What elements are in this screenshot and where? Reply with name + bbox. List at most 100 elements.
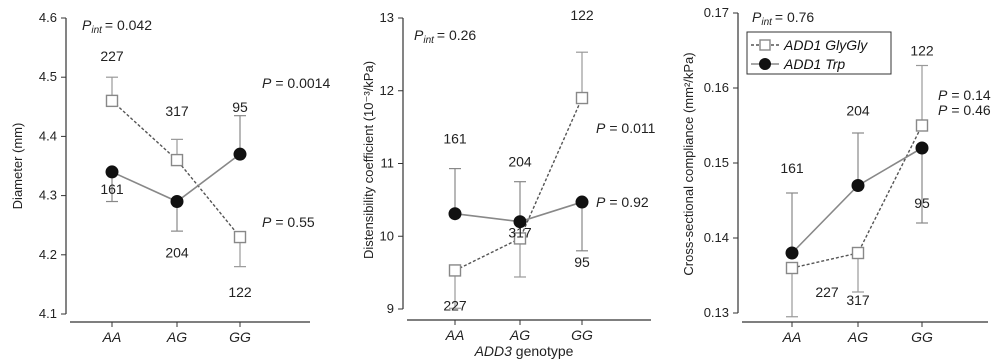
data-point-glygly xyxy=(170,153,184,167)
y-tick-label: 0.17 xyxy=(704,5,729,20)
plot-area: 227 317 122 161 204 95 P = 0.14P = 0.46 xyxy=(780,43,991,318)
y-axis-label: Diameter (mm) xyxy=(10,123,25,210)
y-tick-label: 4.4 xyxy=(39,128,57,143)
data-point-glygly xyxy=(915,119,929,132)
y-axis-label: Distensibility coefficient (10⁻³/kPa) xyxy=(361,61,376,259)
data-point-glygly xyxy=(851,246,865,260)
y-tick-label: 4.1 xyxy=(39,306,57,321)
plot-area: 227 317 122 161 204 95 P = 0.011 P = 0.92 xyxy=(443,7,655,313)
data-point-glygly xyxy=(233,230,247,244)
data-point-glygly xyxy=(448,264,462,277)
p-letter: P xyxy=(82,17,92,33)
legend-entry-glygly: ADD1 GlyGly xyxy=(783,37,868,53)
x-tick-label-ag: AG xyxy=(509,327,530,343)
p-letter: P xyxy=(752,9,762,25)
p-value-label: P = 0.14 xyxy=(938,87,991,103)
data-point-trp xyxy=(851,179,865,192)
p-int-subscript: int xyxy=(91,25,103,36)
data-point-glygly xyxy=(785,261,799,275)
y-tick-label: 12 xyxy=(380,83,394,98)
sample-size-label: 122 xyxy=(228,284,252,300)
x-tick-label-gg: GG xyxy=(911,329,933,345)
data-point-glygly xyxy=(105,94,119,108)
series-line-glygly xyxy=(791,125,923,269)
p-int-value: = 0.042 xyxy=(105,17,152,33)
p-value-label: P = 0.46 xyxy=(938,102,991,118)
x-axis-label-gene: ADD3 xyxy=(474,343,513,359)
y-tick-label: 0.13 xyxy=(704,305,729,320)
sample-size-label: 161 xyxy=(780,160,804,176)
sample-size-label: 204 xyxy=(165,245,189,261)
data-point-trp xyxy=(513,215,527,229)
p-value-label: P = 0.92 xyxy=(596,194,649,210)
p-value-label: P = 0.0014 xyxy=(262,75,330,91)
y-tick-label: 4.2 xyxy=(39,247,57,262)
sample-size-label: 204 xyxy=(846,103,870,119)
y-tick-label: 9 xyxy=(387,301,394,316)
panel-compliance: 0.13 0.14 0.15 0.16 0.17 AA AG GG Cross-sectio… xyxy=(681,5,991,345)
sample-size-label: 95 xyxy=(232,99,248,115)
sample-size-label: 95 xyxy=(574,254,590,270)
sample-size-label: 227 xyxy=(443,297,467,313)
y-tick-label: 0.15 xyxy=(704,155,729,170)
x-ticks: AA AG GG xyxy=(782,322,933,345)
p-int-value: = 0.76 xyxy=(775,9,815,25)
p-int-subscript: int xyxy=(761,17,773,28)
plot-area: 227 317 122 161 204 95 P = 0.55 P = 0.0014 xyxy=(100,48,330,300)
data-point-trp xyxy=(785,246,799,260)
y-tick-label: 0.16 xyxy=(704,80,729,95)
p-value-label: P = 0.011 xyxy=(596,120,656,136)
sample-size-label: 161 xyxy=(100,181,124,197)
data-point-glygly xyxy=(513,232,527,245)
data-point-glygly xyxy=(575,91,589,105)
legend-entry-trp: ADD1 Trp xyxy=(783,56,845,72)
x-tick-label-ag: AG xyxy=(166,329,187,345)
x-ticks: AA AG GG xyxy=(102,322,251,345)
data-point-trp xyxy=(233,147,247,161)
p-value-label: P = 0.55 xyxy=(262,214,315,230)
x-tick-label-gg: GG xyxy=(571,327,593,343)
x-tick-label-ag: AG xyxy=(847,329,868,345)
data-point-trp xyxy=(448,207,462,221)
x-tick-label-gg: GG xyxy=(229,329,251,345)
sample-size-label: 122 xyxy=(910,43,934,59)
p-letter: P xyxy=(414,27,424,43)
sample-size-label: 317 xyxy=(508,224,532,240)
y-tick-label: 0.14 xyxy=(704,230,729,245)
x-tick-label-aa: AA xyxy=(782,329,802,345)
y-tick-label: 13 xyxy=(380,10,394,25)
legend-marker-trp xyxy=(759,58,771,70)
sample-size-label: 122 xyxy=(570,7,594,23)
data-point-trp xyxy=(170,195,184,209)
legend-marker-glygly xyxy=(759,39,771,51)
sample-size-label: 317 xyxy=(165,103,189,119)
y-tick-label: 4.3 xyxy=(39,188,57,203)
sample-size-label: 227 xyxy=(815,284,839,300)
p-int-label: Pint = 0.76 xyxy=(752,9,814,28)
p-int-subscript: int xyxy=(423,35,435,46)
y-tick-label: 10 xyxy=(380,228,394,243)
legend-box xyxy=(746,31,892,75)
sample-size-label: 161 xyxy=(443,131,467,147)
y-tick-label: 11 xyxy=(381,156,395,171)
y-ticks: 9 10 11 12 13 xyxy=(380,10,403,316)
legend: ADD1 GlyGly ADD1 Trp xyxy=(746,31,892,75)
sample-size-label: 227 xyxy=(100,48,124,64)
x-tick-label-aa: AA xyxy=(102,329,122,345)
y-ticks: 0.13 0.14 0.15 0.16 0.17 xyxy=(704,5,738,320)
data-point-trp xyxy=(915,141,929,155)
x-ticks: AA AG GG xyxy=(445,320,593,343)
p-int-label: Pint = 0.26 xyxy=(414,27,476,46)
y-axis-label: Cross-sectional compliance (mm²/kPa) xyxy=(681,52,696,275)
y-tick-label: 4.6 xyxy=(39,10,57,25)
sample-size-label: 317 xyxy=(846,292,870,308)
panel-distensibility: 9 10 11 12 13 AA AG GG Distensibility coeffici… xyxy=(361,7,656,359)
p-int-label: Pint = 0.042 xyxy=(82,17,152,36)
sample-size-label: 95 xyxy=(914,195,930,211)
x-axis-label-rest: genotype xyxy=(512,343,574,359)
x-axis-label: ADD3 genotype xyxy=(474,343,574,359)
data-point-trp xyxy=(105,165,119,179)
p-int-value: = 0.26 xyxy=(437,27,477,43)
panel-diameter: 4.14.24.34.44.54.6 AA AG GG Diameter (mm) … xyxy=(10,10,330,345)
